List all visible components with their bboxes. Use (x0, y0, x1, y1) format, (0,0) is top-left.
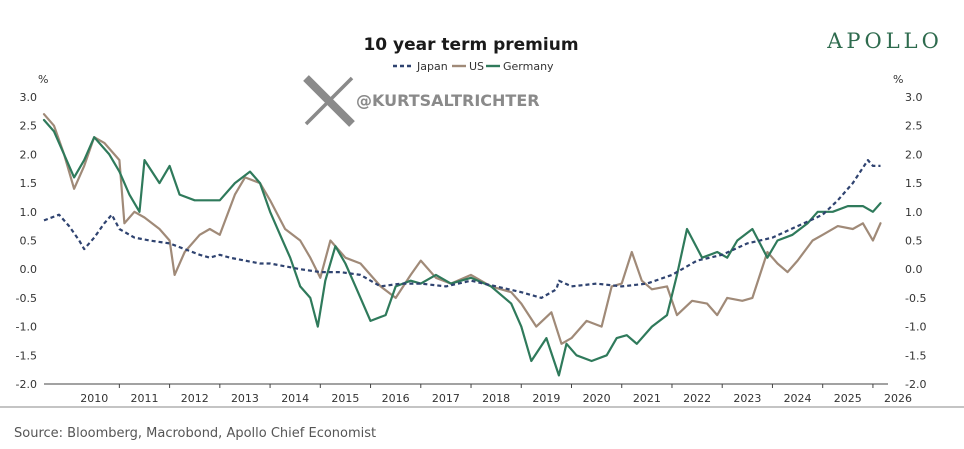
x-tick-label: 2018 (482, 392, 510, 405)
y-axis-right: 3.0 2.5 2.0 1.5 1.0 0.5 0.0 -0.5 -1.0 -1.5 -2.0 (905, 91, 926, 391)
y-tick-label-right: 3.0 (905, 91, 923, 104)
y-tick-label-right: -2.0 (905, 378, 926, 391)
y-unit-right: % (893, 73, 903, 86)
x-tick-label: 2010 (80, 392, 108, 405)
y-tick-label-right: 0.5 (905, 235, 923, 248)
y-tick-label-right: -1.0 (905, 321, 926, 334)
y-tick-label-left: 0.0 (20, 263, 38, 276)
x-tick-label: 2017 (432, 392, 460, 405)
y-tick-label-left: 1.5 (20, 177, 38, 190)
x-tick-label: 2011 (130, 392, 158, 405)
x-tick-label: 2025 (834, 392, 862, 405)
x-tick-label: 2020 (583, 392, 611, 405)
y-tick-label-right: 1.5 (905, 177, 923, 190)
x-tick-label: 2026 (884, 392, 912, 405)
y-tick-label-left: -1.5 (16, 349, 37, 362)
x-tick-label: 2013 (231, 392, 259, 405)
watermark: @KURTSALTRICHTER (302, 74, 540, 127)
y-tick-label-left: 1.0 (20, 206, 38, 219)
y-tick-label-left: 3.0 (20, 91, 38, 104)
x-tick-label: 2022 (683, 392, 711, 405)
x-logo-icon (302, 74, 358, 127)
y-axis-left: 3.0 2.5 2.0 1.5 1.0 0.5 0.0 -0.5 -1.0 -1.5 -2.0 (16, 91, 37, 391)
legend-label-japan: Japan (416, 60, 448, 73)
y-unit-left: % (38, 73, 48, 86)
x-tick-label: 2023 (733, 392, 761, 405)
y-tick-label-left: -1.0 (16, 321, 37, 334)
y-tick-label-left: -2.0 (16, 378, 37, 391)
x-tick-label: 2024 (784, 392, 812, 405)
legend-label-us: US (469, 60, 484, 73)
y-tick-label-right: 0.0 (905, 263, 923, 276)
legend: Japan US Germany (393, 60, 554, 73)
y-tick-label-left: 2.5 (20, 120, 38, 133)
y-tick-label-right: -0.5 (905, 292, 926, 305)
legend-label-germany: Germany (503, 60, 554, 73)
y-tick-label-right: 1.0 (905, 206, 923, 219)
x-tick-label: 2014 (281, 392, 309, 405)
apollo-logo: APOLLO (826, 29, 943, 53)
source-note: Source: Bloomberg, Macrobond, Apollo Chi… (14, 426, 377, 441)
series-line-japan (43, 159, 881, 299)
x-tick-label: 2012 (181, 392, 209, 405)
x-axis: 2010 2011 2012 2013 2014 2015 2016 2017 2018 2019… (80, 384, 912, 405)
y-tick-label-right: -1.5 (905, 349, 926, 362)
x-tick-label: 2021 (633, 392, 661, 405)
y-tick-label-left: 2.0 (20, 148, 38, 161)
x-tick-label: 2019 (532, 392, 560, 405)
y-tick-label-left: -0.5 (16, 292, 37, 305)
chart-title: 10 year term premium (363, 35, 578, 55)
plot-area (42, 113, 882, 377)
series-line-germany (42, 118, 882, 377)
y-tick-label-right: 2.5 (905, 120, 923, 133)
series-line-us (42, 113, 882, 345)
x-tick-label: 2015 (331, 392, 359, 405)
y-tick-label-right: 2.0 (905, 148, 923, 161)
watermark-handle: @KURTSALTRICHTER (356, 91, 540, 110)
x-tick-label: 2016 (382, 392, 410, 405)
y-tick-label-left: 0.5 (20, 235, 38, 248)
